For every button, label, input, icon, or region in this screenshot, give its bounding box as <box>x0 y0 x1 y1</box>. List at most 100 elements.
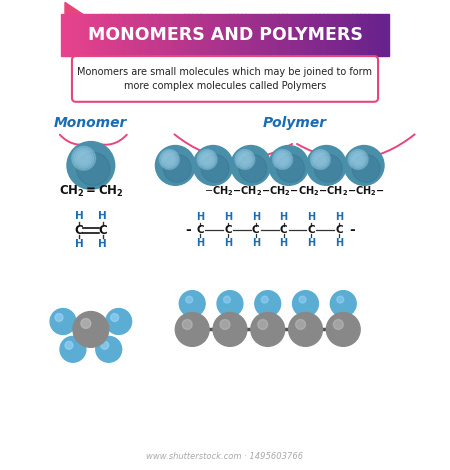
Bar <box>126 14 131 56</box>
Text: H: H <box>75 239 83 249</box>
Text: -: - <box>349 223 355 237</box>
Bar <box>86 14 90 56</box>
Bar <box>192 14 197 56</box>
Circle shape <box>202 154 212 164</box>
Bar <box>360 14 365 56</box>
Text: C: C <box>336 225 343 235</box>
Bar <box>278 14 283 56</box>
Bar <box>237 14 242 56</box>
Circle shape <box>353 154 363 164</box>
Circle shape <box>326 313 360 346</box>
Bar <box>209 14 213 56</box>
Bar <box>155 14 160 56</box>
Bar <box>94 14 99 56</box>
Text: H: H <box>196 212 204 222</box>
Circle shape <box>213 313 247 346</box>
Circle shape <box>261 296 268 303</box>
Text: H: H <box>99 211 107 221</box>
Circle shape <box>50 309 76 335</box>
Bar <box>163 14 168 56</box>
Circle shape <box>55 313 63 321</box>
Bar <box>307 14 311 56</box>
Circle shape <box>77 152 90 164</box>
Text: C: C <box>99 224 107 236</box>
Bar <box>122 14 127 56</box>
Circle shape <box>159 149 179 169</box>
Circle shape <box>269 146 309 185</box>
Bar <box>311 14 316 56</box>
Bar <box>262 14 266 56</box>
Bar <box>381 14 385 56</box>
Bar <box>65 14 70 56</box>
Bar <box>356 14 361 56</box>
Text: H: H <box>279 238 288 248</box>
Text: www.shutterstock.com · 1495603766: www.shutterstock.com · 1495603766 <box>146 452 304 461</box>
Bar <box>143 14 148 56</box>
Circle shape <box>101 341 109 349</box>
Text: H: H <box>75 211 83 221</box>
Bar <box>352 14 357 56</box>
Bar <box>254 14 258 56</box>
Text: H: H <box>196 238 204 248</box>
Text: C: C <box>252 225 260 235</box>
Circle shape <box>351 153 365 166</box>
Circle shape <box>76 152 110 186</box>
Circle shape <box>239 155 267 182</box>
Circle shape <box>197 149 217 169</box>
Circle shape <box>274 151 291 168</box>
Circle shape <box>350 151 366 168</box>
Circle shape <box>231 146 271 185</box>
Circle shape <box>155 146 195 185</box>
Bar <box>90 14 94 56</box>
Circle shape <box>251 313 285 346</box>
Circle shape <box>161 151 178 168</box>
Text: H: H <box>335 238 343 248</box>
Circle shape <box>279 156 286 163</box>
Circle shape <box>255 290 281 316</box>
Circle shape <box>79 154 88 163</box>
Circle shape <box>277 155 305 182</box>
Bar <box>324 14 328 56</box>
Circle shape <box>220 320 230 329</box>
Bar <box>69 14 74 56</box>
Polygon shape <box>65 2 83 14</box>
Bar <box>348 14 353 56</box>
Circle shape <box>348 149 368 169</box>
Bar <box>139 14 144 56</box>
Circle shape <box>65 341 73 349</box>
Circle shape <box>186 296 193 303</box>
Circle shape <box>278 154 288 164</box>
Text: -: - <box>185 223 191 237</box>
Bar <box>204 14 209 56</box>
Bar <box>106 14 111 56</box>
Bar <box>385 14 390 56</box>
Circle shape <box>201 155 229 182</box>
Bar <box>328 14 332 56</box>
Bar <box>266 14 270 56</box>
Circle shape <box>200 153 214 166</box>
FancyBboxPatch shape <box>72 56 378 102</box>
Bar <box>151 14 156 56</box>
Text: MONOMERS AND POLYMERS: MONOMERS AND POLYMERS <box>88 26 362 44</box>
Text: $\mathbf{CH_2{=}CH_2}$: $\mathbf{CH_2{=}CH_2}$ <box>58 184 123 199</box>
Bar <box>336 14 340 56</box>
Circle shape <box>179 290 205 316</box>
Bar <box>184 14 189 56</box>
Bar <box>377 14 381 56</box>
Circle shape <box>337 296 344 303</box>
Bar <box>110 14 115 56</box>
Bar <box>61 14 66 56</box>
Circle shape <box>111 313 119 321</box>
Circle shape <box>314 153 327 166</box>
Circle shape <box>76 150 92 166</box>
Circle shape <box>276 153 289 166</box>
Bar <box>172 14 176 56</box>
Bar <box>114 14 119 56</box>
Circle shape <box>296 320 306 329</box>
Bar <box>196 14 201 56</box>
Bar <box>159 14 164 56</box>
Bar <box>315 14 320 56</box>
Bar <box>373 14 377 56</box>
Bar <box>295 14 299 56</box>
Bar <box>246 14 250 56</box>
